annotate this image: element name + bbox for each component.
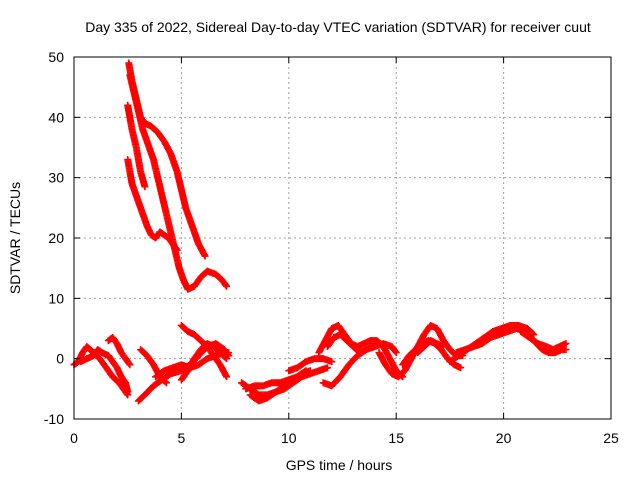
data-point xyxy=(125,359,133,367)
series-arc-low-8 xyxy=(177,340,231,384)
data-point xyxy=(161,378,169,386)
x-tick-label: 0 xyxy=(70,430,78,446)
y-tick-label: 50 xyxy=(48,49,64,65)
y-tick-label: 40 xyxy=(48,109,64,125)
grid-lines xyxy=(74,57,611,419)
x-tick-label: 10 xyxy=(281,430,297,446)
x-axis-label: GPS time / hours xyxy=(286,457,393,473)
data-point xyxy=(457,364,465,372)
data-point xyxy=(439,343,447,351)
data-point xyxy=(172,245,180,253)
data-point xyxy=(225,349,233,357)
series-arc-high-3 xyxy=(124,156,181,254)
data-point xyxy=(323,364,331,372)
series-arc-late-2 xyxy=(452,325,529,357)
data-point xyxy=(223,373,231,381)
series-arc-low-2 xyxy=(76,346,132,396)
data-point xyxy=(173,246,181,254)
y-tick-label: 0 xyxy=(56,351,64,367)
y-axis-label: SDTVAR / TECUs xyxy=(7,182,23,294)
chart-title: Day 335 of 2022, Sidereal Day-to-day VTE… xyxy=(85,19,591,35)
x-tick-label: 5 xyxy=(178,430,186,446)
data-point xyxy=(222,281,230,289)
x-tick-label: 25 xyxy=(603,430,619,446)
data-point xyxy=(221,354,229,362)
data-point xyxy=(375,340,383,348)
x-tick-label: 20 xyxy=(496,430,512,446)
series-arc-mid-7 xyxy=(323,331,383,357)
data-point xyxy=(124,388,132,396)
y-tick-label: 10 xyxy=(48,290,64,306)
series-arc-low-3 xyxy=(104,334,134,369)
data-point xyxy=(562,340,570,348)
series-arc-low-6 xyxy=(137,346,170,387)
series-arc-mid-4 xyxy=(285,355,336,375)
y-tick-label: 30 xyxy=(48,170,64,186)
data-points xyxy=(70,59,570,405)
series-arc-mid-6 xyxy=(315,321,407,381)
series-arc-mid-10 xyxy=(414,337,447,357)
axis-ticks: 0 5 10 15 20 25 -10 0 10 20 30 40 50 xyxy=(44,49,619,446)
data-point xyxy=(562,346,570,354)
x-tick-label: 15 xyxy=(388,430,404,446)
series-arc-late-4 xyxy=(530,337,570,357)
data-point xyxy=(328,358,336,366)
data-point xyxy=(126,361,134,369)
data-point xyxy=(223,282,231,290)
data-point xyxy=(141,183,149,191)
y-tick-label: -10 xyxy=(44,411,64,427)
series-arc-mid-3 xyxy=(246,367,314,405)
data-point xyxy=(223,355,231,363)
data-point xyxy=(392,349,400,357)
y-tick-label: 20 xyxy=(48,230,64,246)
data-point xyxy=(162,379,170,387)
data-point xyxy=(306,367,314,375)
data-point xyxy=(201,252,209,260)
series-arc-high-2 xyxy=(126,71,231,293)
data-point xyxy=(391,347,399,355)
series-arc-high-4 xyxy=(124,101,149,191)
